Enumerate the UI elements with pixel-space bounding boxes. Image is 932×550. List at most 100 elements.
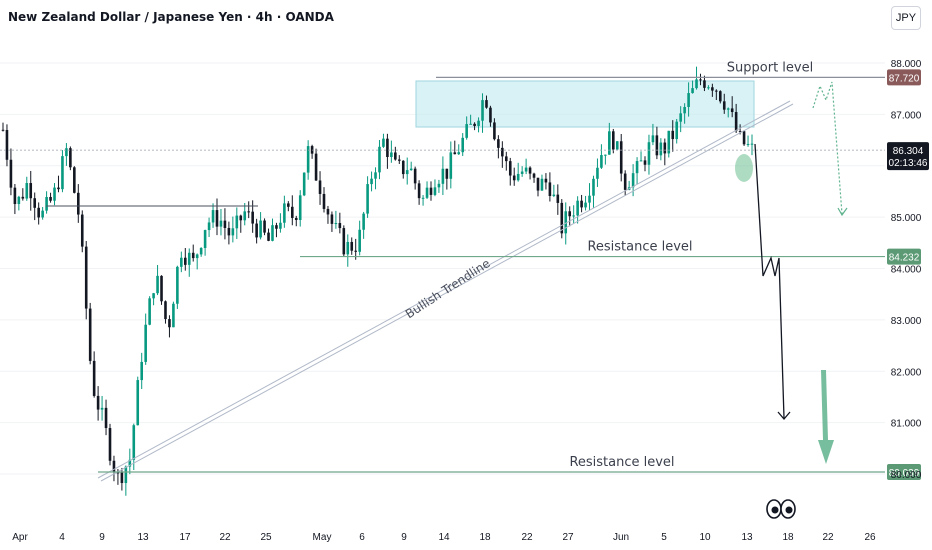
candle — [619, 141, 623, 174]
candle — [13, 187, 17, 205]
candle — [584, 202, 587, 208]
candle — [342, 228, 346, 255]
candle — [183, 257, 187, 265]
candle — [322, 193, 326, 209]
candle — [140, 361, 144, 381]
candle — [61, 156, 64, 190]
candle — [219, 220, 223, 227]
time-tick-label: Jun — [613, 532, 629, 543]
candle — [358, 229, 361, 252]
candle — [699, 79, 702, 81]
candle — [279, 222, 282, 229]
candle — [187, 252, 191, 265]
candle — [508, 161, 512, 176]
candle — [604, 154, 607, 156]
candle — [263, 220, 266, 233]
time-tick-label: Apr — [12, 532, 28, 543]
candle — [287, 203, 290, 207]
countdown-label: 02:13:46 — [889, 158, 928, 169]
candle — [536, 177, 540, 191]
time-tick-label: 4 — [59, 532, 65, 543]
candle — [683, 107, 686, 114]
candle — [168, 319, 171, 328]
candle — [548, 182, 552, 197]
candle — [485, 100, 488, 108]
candle — [275, 225, 278, 229]
candle — [203, 230, 207, 248]
level-price-label: 80.039 — [889, 468, 920, 479]
candle — [469, 123, 472, 125]
candle — [100, 407, 104, 410]
candle — [294, 217, 298, 221]
candle — [457, 152, 461, 155]
level-price-label: 87.720 — [889, 73, 920, 84]
candle — [65, 148, 68, 157]
candle — [180, 257, 183, 267]
candle — [21, 196, 25, 199]
candle — [512, 175, 516, 181]
price-tick-label: 88.000 — [891, 59, 922, 70]
candle — [611, 131, 615, 150]
candle — [156, 275, 159, 294]
candle — [374, 172, 377, 179]
candle — [128, 459, 132, 467]
candle — [164, 301, 167, 320]
candle — [433, 187, 437, 195]
candle — [223, 220, 227, 228]
candle — [354, 250, 358, 252]
candle — [152, 293, 155, 299]
candle — [124, 466, 128, 484]
candle — [160, 275, 163, 302]
bearish-arrowhead — [777, 411, 791, 420]
candle — [691, 88, 694, 94]
candle — [235, 215, 239, 229]
level-price-badge — [887, 69, 921, 86]
candle — [568, 211, 572, 217]
candle — [298, 195, 302, 221]
price-tick-label: 82.000 — [891, 367, 922, 378]
candle — [211, 210, 215, 223]
candle — [437, 183, 441, 188]
candle — [742, 131, 746, 145]
candle — [401, 160, 405, 175]
time-tick-label: 13 — [137, 532, 149, 543]
candle — [687, 93, 690, 108]
time-tick-label: 27 — [562, 532, 574, 543]
candle — [116, 472, 120, 474]
candle — [255, 223, 258, 238]
candle — [45, 196, 48, 211]
candle — [370, 178, 373, 185]
level-label: Support level — [727, 60, 813, 75]
candle — [453, 152, 457, 155]
candle — [417, 183, 421, 199]
price-tick-label: 83.000 — [891, 316, 922, 327]
candle — [283, 203, 286, 223]
candle — [112, 460, 116, 473]
candle — [394, 152, 397, 160]
candle — [290, 206, 294, 218]
currency-button[interactable]: JPY — [891, 6, 921, 30]
candle — [49, 196, 52, 201]
level-label: Resistance level — [587, 240, 692, 255]
candle — [41, 210, 44, 218]
time-axis: Apr 4 9 13 17 22 25 May 6 9 14 18 22 27 Jun 5 10 13 18 22 26 — [12, 532, 876, 543]
candle — [707, 87, 710, 89]
candle — [473, 123, 476, 126]
candle — [144, 324, 147, 362]
candle — [703, 80, 706, 88]
candle — [675, 121, 679, 140]
eyes-icon — [766, 499, 796, 519]
candle — [267, 232, 270, 241]
candle — [730, 108, 734, 113]
candle — [746, 143, 750, 145]
grid — [0, 62, 885, 475]
candle — [382, 138, 385, 147]
candle — [195, 254, 199, 259]
candle — [635, 161, 639, 174]
time-tick-label: 22 — [521, 532, 533, 543]
time-tick-label: 13 — [741, 532, 753, 543]
time-tick-label: 9 — [401, 532, 407, 543]
candle — [449, 152, 453, 179]
candle — [366, 184, 369, 214]
